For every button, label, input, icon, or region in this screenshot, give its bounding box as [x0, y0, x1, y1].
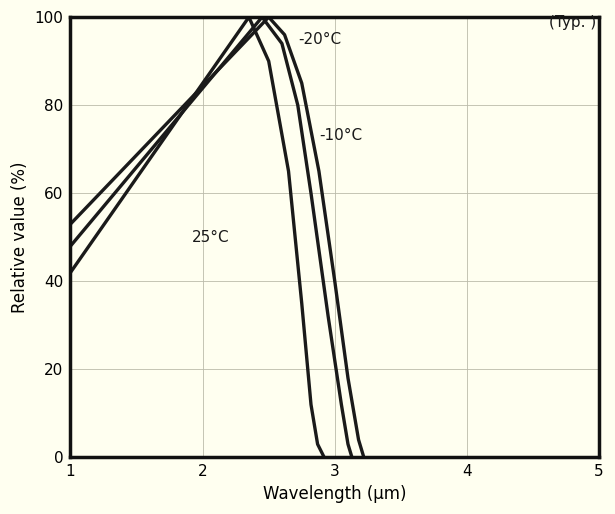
Text: 25°C: 25°C	[192, 230, 229, 245]
Y-axis label: Relative value (%): Relative value (%)	[11, 161, 29, 313]
Text: (Typ. ): (Typ. )	[549, 15, 597, 30]
Text: -10°C: -10°C	[319, 128, 362, 143]
Text: -20°C: -20°C	[298, 32, 341, 47]
X-axis label: Wavelength (μm): Wavelength (μm)	[263, 485, 407, 503]
